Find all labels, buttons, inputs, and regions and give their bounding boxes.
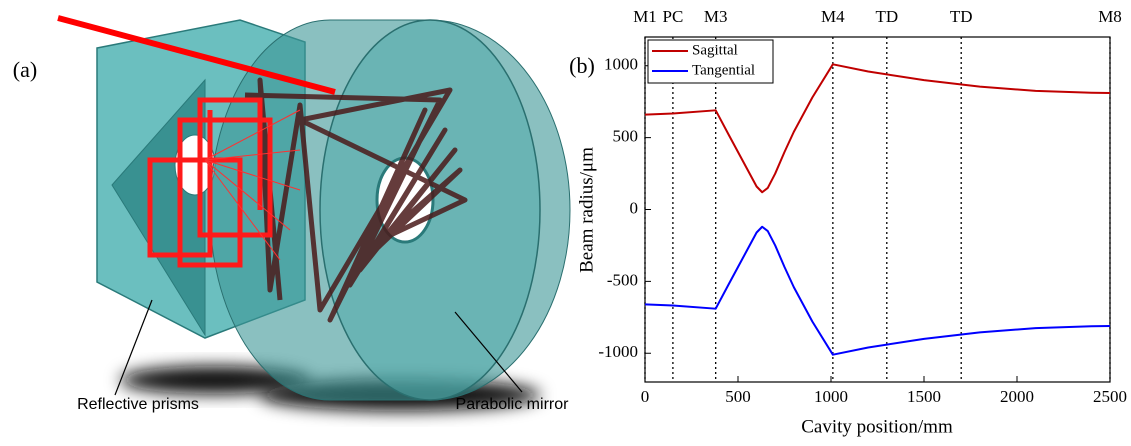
x-tick-label: 2000 <box>1000 387 1034 406</box>
y-axis-label: Beam radius/μm <box>576 147 597 273</box>
leader-line <box>454 311 523 393</box>
x-tick-label: 1000 <box>814 387 848 406</box>
beam-path <box>244 77 468 323</box>
ray <box>204 159 281 261</box>
marker-label: M8 <box>1098 7 1122 26</box>
legend-label: Sagittal <box>692 42 738 58</box>
x-tick-label: 1500 <box>907 387 941 406</box>
legend-label: Tangential <box>692 62 755 78</box>
marker-label: TD <box>950 7 973 26</box>
ray <box>204 159 291 231</box>
y-tick-label: 1000 <box>604 55 638 74</box>
series-line <box>644 225 1111 356</box>
y-tick-label: -1000 <box>598 342 638 361</box>
marker-label: M4 <box>821 7 845 26</box>
panel-label: (b) <box>569 53 595 78</box>
marker-label: M3 <box>704 7 728 26</box>
input-beam <box>57 15 336 95</box>
plot-frame <box>644 36 1111 383</box>
illustration <box>57 15 571 411</box>
panel-label: (a) <box>13 57 37 82</box>
series-line <box>644 63 1111 194</box>
marker-label: TD <box>875 7 898 26</box>
y-tick-label: 0 <box>630 198 639 217</box>
beam-path <box>147 97 273 268</box>
y-tick-label: -500 <box>607 270 638 289</box>
shadow <box>120 366 310 394</box>
x-tick-label: 0 <box>641 387 650 406</box>
ray <box>204 109 301 161</box>
beam-fan <box>204 109 301 261</box>
x-tick-label: 500 <box>725 387 751 406</box>
marker-label: PC <box>663 7 684 26</box>
annotation: Parabolic mirror <box>456 396 570 413</box>
x-axis-label: Cavity position/mm <box>801 416 953 437</box>
marker-label: M1 <box>633 7 657 26</box>
ray <box>204 149 301 161</box>
x-tick-label: 2500 <box>1093 387 1127 406</box>
legend-box <box>647 39 774 84</box>
leader-line <box>114 299 153 396</box>
ray <box>204 159 301 191</box>
y-tick-label: 500 <box>613 127 639 146</box>
annotation: Reflective prisms <box>77 396 199 413</box>
